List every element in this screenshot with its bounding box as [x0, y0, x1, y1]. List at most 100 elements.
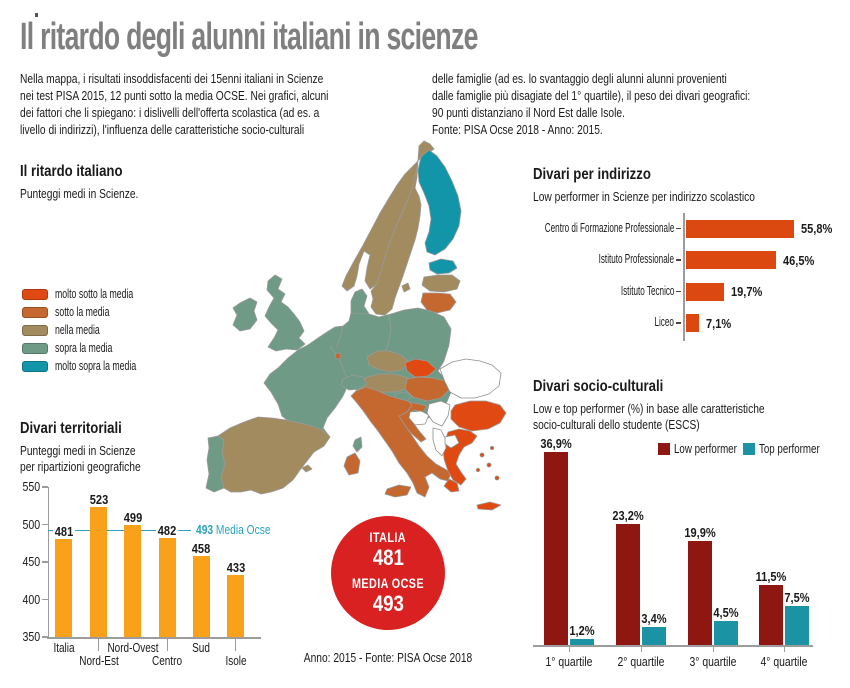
category-tick [676, 259, 681, 261]
bar-value-label: 4,5% [712, 605, 739, 621]
x-axis-label: 1° quartile [545, 654, 593, 669]
intro-left: Nella mappa, i risultati insoddisfacenti… [20, 71, 329, 137]
island-gotland [401, 282, 411, 293]
bar-2° quartile-low [616, 523, 640, 645]
y-axis-tick-label: 400 [22, 592, 41, 607]
legend-swatch [22, 343, 48, 354]
country-bosnia [408, 410, 430, 426]
y-axis-tick [42, 486, 48, 488]
bar-value-label: 23,2% [612, 507, 644, 523]
source-note: Anno: 2015 - Fonte: PISA Ocse 2018 [303, 650, 473, 665]
x-axis-label: Centro [151, 654, 183, 668]
x-axis-tick [641, 645, 643, 652]
legend-swatch [22, 361, 48, 372]
x-axis-label: 4° quartile [760, 654, 808, 669]
bar-value-label: 499 [123, 510, 142, 526]
bar-value-label: 11,5% [755, 568, 787, 584]
italy-score-badge: ITALIA 481 MEDIA OCSE 493 [331, 516, 445, 630]
country-luxembourg [334, 352, 342, 360]
bar-Liceo [685, 314, 700, 332]
country-united-kingdom [264, 274, 306, 352]
bar-Nord-Ovest [124, 525, 141, 637]
country-slovakia [404, 358, 437, 378]
legend-swatch [22, 307, 48, 318]
bar-value-label: 19,9% [683, 524, 716, 540]
x-axis-label: Nord-Ovest [106, 641, 159, 655]
island-sicily [384, 484, 412, 498]
bar-value-label: 1,2% [569, 622, 595, 638]
bar-value-label: 523 [89, 492, 108, 508]
y-axis-tick-label: 450 [22, 555, 41, 569]
category-axis-line [683, 213, 685, 341]
y-axis-tick [42, 598, 48, 601]
map-section-subtitle: Punteggi medi in Scienze. [20, 186, 139, 201]
bar-1° quartile-top [570, 638, 594, 645]
x-axis-tick [166, 637, 168, 651]
bar-4° quartile-low [759, 584, 783, 645]
country-ireland [232, 297, 258, 332]
indirizzo-subtitle: Low performer in Scienze per indirizzo s… [533, 189, 755, 204]
page-title: Il ritardo degli alunni italiani in scie… [20, 16, 478, 58]
bar-3° quartile-top [713, 621, 738, 645]
x-axis-tick [712, 645, 714, 652]
reference-line [48, 529, 191, 532]
indirizzo-title: Divari per indirizzo [533, 166, 651, 183]
bar-value-label: 481 [52, 523, 75, 539]
bar-1° quartile-low [544, 452, 568, 645]
category-label: Istituto Professionale [598, 252, 674, 266]
legend-swatch-0 [658, 443, 670, 455]
country-portugal [205, 435, 226, 493]
y-axis-line [47, 487, 49, 638]
island-aegean-2 [486, 462, 492, 468]
legend-label: molto sopra la media [55, 359, 137, 373]
bar-Sud [192, 556, 210, 637]
y-axis-tick [42, 636, 48, 638]
country-macedonia [444, 434, 460, 449]
badge-italy-label: ITALIA [369, 529, 407, 545]
bar-value-label: 433 [226, 559, 245, 575]
chart-indirizzo: Centro di Formazione Professionale 55,8% I… [533, 165, 843, 375]
bar-Istituto Tecnico [685, 282, 724, 301]
island-sardinia [343, 452, 361, 476]
y-axis-tick-label: 550 [22, 480, 41, 494]
island-aegean-1 [479, 452, 485, 458]
country-montenegro-albania [432, 427, 447, 457]
y-axis-tick [42, 561, 48, 563]
chart-socio: Low performer Top performer 36,9% 1,2% 1° qu… [533, 375, 843, 680]
bar-Centro di Formazione Professionale [685, 219, 794, 238]
country-switzerland [340, 374, 368, 391]
country-latvia [421, 274, 461, 293]
socio-header: Divari socio-culturali Low e top perform… [533, 378, 822, 432]
indirizzo-header: Divari per indirizzo Low performer in Sc… [533, 166, 810, 205]
bar-3° quartile-low [687, 540, 712, 645]
bar-Centro [158, 538, 176, 637]
country-estonia [428, 258, 458, 275]
category-label: Istituto Tecnico [620, 283, 674, 298]
bar-Nord-Est [90, 507, 107, 637]
x-axis-label: 2° quartile [617, 654, 665, 669]
legend-swatch [22, 325, 48, 336]
intro-right: delle famiglie (ad es. lo svantaggio deg… [432, 71, 751, 137]
bar-4° quartile-top [785, 605, 809, 645]
legend-label: molto sotto la media [55, 287, 134, 301]
category-label: Liceo [654, 315, 674, 329]
badge-oecd-label: MEDIA OCSE [351, 575, 424, 591]
y-axis-tick-label: 500 [22, 517, 41, 532]
bar-value-label: 7,5% [784, 589, 810, 605]
island-aegean-5 [494, 475, 500, 481]
stray-dot [35, 13, 38, 17]
category-tick [676, 322, 681, 324]
country-sweden [370, 159, 422, 316]
x-axis-tick [569, 645, 571, 652]
bar-value-label: 482 [156, 523, 178, 538]
country-borders [329, 312, 392, 384]
socio-title: Divari socio-culturali [533, 378, 664, 395]
x-axis-line [533, 645, 813, 647]
legend-swatch [22, 289, 48, 300]
badge-oecd-value: 493 [372, 590, 404, 616]
island-corsica [352, 436, 363, 453]
y-axis-tick [42, 523, 48, 526]
bar-2° quartile-top [642, 627, 666, 645]
legend-label-0: Low performer [674, 441, 737, 456]
